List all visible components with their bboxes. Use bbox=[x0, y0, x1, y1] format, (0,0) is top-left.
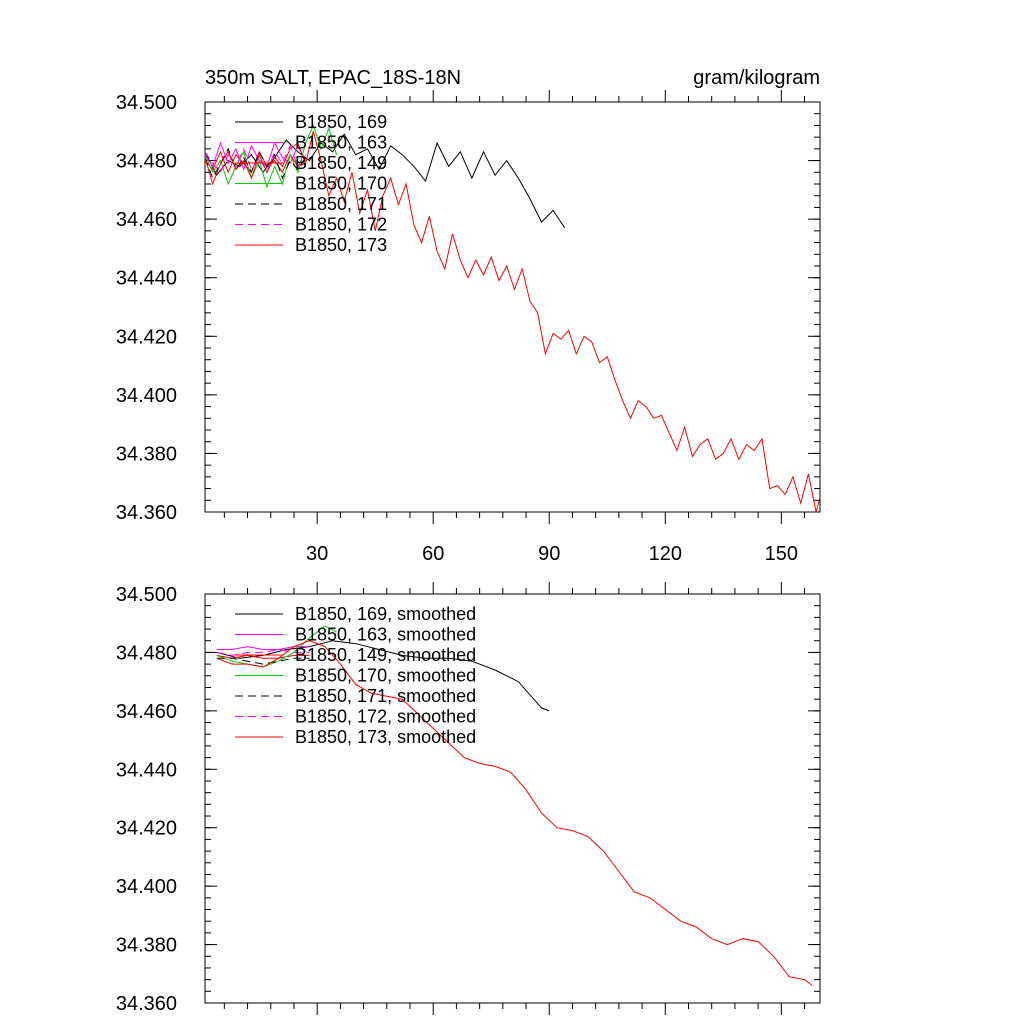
bottom-panel: 34.360 34.380 34.400 34.420 34.440 34.460 34.4… bbox=[116, 582, 821, 1015]
series-line bbox=[204, 131, 821, 513]
legend-label: B1850, 173, smoothed bbox=[295, 727, 476, 747]
legend-label: B1850, 169 bbox=[295, 112, 387, 132]
y-tick-label: 34.360 bbox=[116, 502, 177, 524]
units-label: gram/kilogram bbox=[693, 67, 820, 89]
y-tick-label: 34.440 bbox=[116, 759, 177, 781]
legend-label: B1850, 163 bbox=[295, 133, 387, 153]
chart-title: 350m SALT, EPAC_18S-18N bbox=[205, 67, 461, 89]
y-tick-label: 34.500 bbox=[116, 92, 177, 114]
y-tick-label: 34.460 bbox=[116, 701, 177, 723]
y-tick-label: 34.460 bbox=[116, 209, 177, 231]
top-panel: 34.360 34.380 34.400 34.420 34.440 34.460 34.4… bbox=[116, 67, 821, 565]
legend-label: B1850, 173 bbox=[295, 235, 387, 255]
y-tick-label: 34.380 bbox=[116, 443, 177, 465]
legend-label: B1850, 149 bbox=[295, 153, 387, 173]
y-tick-label: 34.420 bbox=[116, 326, 177, 348]
y-tick-label: 34.480 bbox=[116, 642, 177, 664]
series-line bbox=[216, 625, 337, 668]
y-tick-label: 34.500 bbox=[116, 584, 177, 606]
legend-label: B1850, 170, smoothed bbox=[295, 666, 476, 686]
legend-label: B1850, 169, smoothed bbox=[295, 604, 476, 624]
legend-label: B1850, 171, smoothed bbox=[295, 686, 476, 706]
series-line bbox=[204, 133, 566, 229]
x-tick-label: 60 bbox=[422, 543, 444, 565]
x-tick-label: 150 bbox=[765, 543, 798, 565]
y-tick-label: 34.380 bbox=[116, 935, 177, 957]
series-line bbox=[216, 640, 550, 712]
x-tick-label: 120 bbox=[649, 543, 682, 565]
y-tick-label: 34.400 bbox=[116, 876, 177, 898]
plot-frame bbox=[204, 593, 821, 1004]
legend-label: B1850, 171 bbox=[295, 194, 387, 214]
series-line bbox=[204, 123, 337, 189]
series-line bbox=[216, 657, 310, 665]
legend-label: B1850, 172 bbox=[295, 215, 387, 235]
legend-label: B1850, 170 bbox=[295, 174, 387, 194]
series-line bbox=[216, 648, 310, 656]
legend-label: B1850, 172, smoothed bbox=[295, 707, 476, 727]
y-tick-label: 34.400 bbox=[116, 385, 177, 407]
x-tick-label: 90 bbox=[538, 543, 560, 565]
x-tick-label: 30 bbox=[306, 543, 328, 565]
y-tick-label: 34.360 bbox=[116, 993, 177, 1015]
y-tick-label: 34.420 bbox=[116, 818, 177, 840]
series-line bbox=[216, 640, 813, 986]
legend-label: B1850, 149, smoothed bbox=[295, 645, 476, 665]
legend-label: B1850, 163, smoothed bbox=[295, 625, 476, 645]
y-tick-label: 34.440 bbox=[116, 268, 177, 290]
y-tick-label: 34.480 bbox=[116, 151, 177, 173]
plot-frame bbox=[204, 101, 821, 513]
